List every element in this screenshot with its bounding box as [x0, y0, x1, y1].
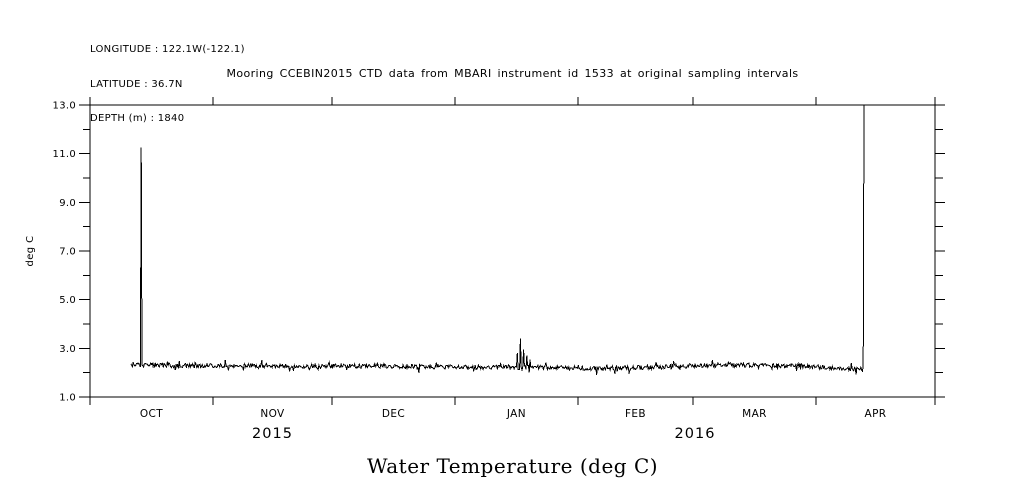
y-axis-label: deg C — [25, 235, 36, 266]
month-label: APR — [864, 408, 886, 420]
y-tick-label: 13.0 — [53, 101, 76, 112]
month-label: FEB — [625, 408, 646, 420]
month-label: DEC — [382, 408, 405, 420]
month-label: JAN — [506, 408, 526, 420]
month-label: OCT — [140, 408, 163, 420]
y-tick-label: 11.0 — [53, 149, 76, 160]
temperature-series-line — [130, 104, 865, 376]
month-label: NOV — [260, 408, 285, 420]
depth-label: DEPTH (m) : 1840 — [90, 113, 185, 124]
axes — [79, 97, 945, 405]
longitude-label: LONGITUDE : 122.1W(-122.1) — [90, 44, 245, 55]
metadata-block: LONGITUDE : 122.1W(-122.1) LATITUDE : 36… — [90, 21, 245, 148]
latitude-label: LATITUDE : 36.7N — [90, 78, 183, 90]
chart-footer-title: Water Temperature (deg C) — [366, 454, 659, 478]
year-label: 2016 — [675, 426, 716, 442]
y-tick-label: 9.0 — [59, 198, 76, 209]
y-tick-label: 1.0 — [59, 393, 76, 404]
plot-title: Mooring CCEBIN2015 CTD data from MBARI i… — [226, 67, 799, 80]
month-label: MAR — [742, 408, 767, 420]
y-tick-label: 7.0 — [59, 247, 76, 258]
y-tick-label: 3.0 — [59, 344, 76, 355]
tick-labels: 1.0 3.0 5.0 7.0 9.0 11.0 13.0 OCT NOV DEC JAN FEB MA… — [25, 101, 886, 443]
plot-frame — [89, 104, 936, 398]
y-tick-label: 5.0 — [59, 295, 76, 306]
year-label: 2015 — [252, 426, 293, 442]
